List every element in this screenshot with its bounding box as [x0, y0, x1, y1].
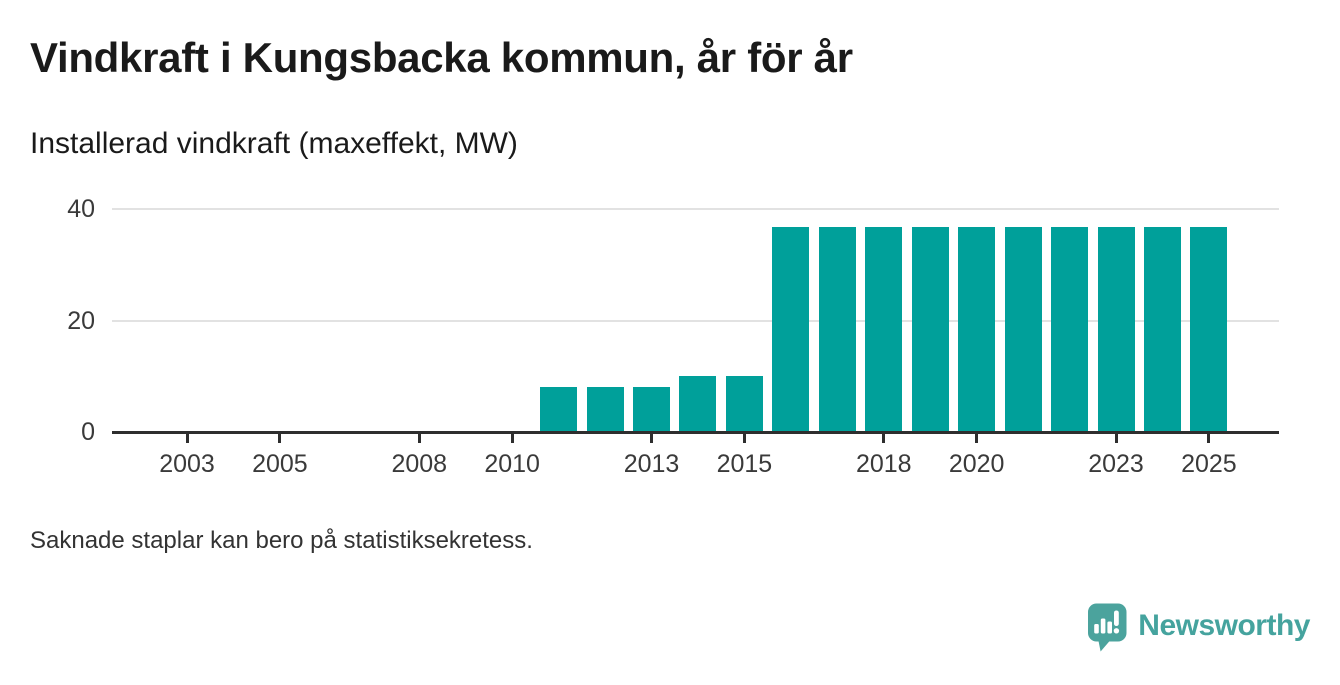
- chart-bar-2018: [865, 227, 903, 432]
- x-axis-tick: [1114, 434, 1118, 443]
- y-gridline-40: [112, 208, 1279, 210]
- x-axis-tick: [278, 434, 282, 443]
- brand-logo: Newsworthy: [1087, 603, 1310, 652]
- chart-bar-2022: [1051, 227, 1089, 432]
- x-axis-tick-label: 2025: [1181, 450, 1237, 478]
- x-axis-tick: [650, 434, 653, 443]
- x-axis-tick: [882, 434, 886, 443]
- y-axis-tick-label: 0: [81, 418, 95, 446]
- chart-bar-2025: [1190, 227, 1228, 432]
- x-axis-tick: [185, 434, 189, 443]
- newsworthy-speech-bubble-bar-chart-icon: [1088, 603, 1127, 652]
- chart-bar-2011: [540, 387, 578, 432]
- chart-bar-2023: [1097, 227, 1135, 432]
- chart-bar-2020: [958, 227, 996, 432]
- x-axis-tick-label: 2010: [484, 450, 540, 478]
- brand-name: Newsworthy: [1138, 609, 1310, 642]
- chart-subtitle: Installerad vindkraft (maxeffekt, MW): [30, 127, 518, 160]
- chart-bar-2017: [818, 227, 856, 432]
- x-axis-tick: [975, 434, 979, 443]
- chart-bar-2015: [725, 376, 763, 432]
- x-axis-tick-label: 2003: [159, 450, 215, 478]
- chart-bar-2012: [586, 387, 624, 432]
- x-axis-tick-label: 2018: [855, 450, 912, 478]
- x-axis-tick-label: 2005: [252, 450, 308, 478]
- x-axis-tick: [417, 434, 421, 443]
- x-axis-tick-label: 2008: [391, 450, 448, 478]
- chart-bar-2021: [1004, 227, 1042, 432]
- x-axis-tick-label: 2020: [948, 450, 1005, 478]
- x-axis-line: [112, 431, 1279, 434]
- x-axis-tick-label: 2023: [1088, 450, 1144, 478]
- x-axis-tick: [1207, 434, 1211, 443]
- x-axis-tick-label: 2015: [716, 450, 773, 478]
- x-axis-tick: [510, 434, 514, 443]
- x-axis-tick: [742, 434, 746, 443]
- y-gridline-20: [112, 319, 1279, 322]
- x-axis-tick-label: 2013: [623, 450, 680, 478]
- chart-bar-2024: [1143, 227, 1181, 432]
- chart-title: Vindkraft i Kungsbacka kommun, år för år: [30, 34, 853, 81]
- chart-bar-2014: [679, 376, 717, 432]
- y-axis-tick-label: 20: [67, 306, 95, 335]
- chart-bar-2019: [911, 227, 949, 432]
- y-axis-tick-label: 40: [67, 195, 95, 223]
- chart-bar-2016: [772, 227, 810, 432]
- chart-bar-2013: [633, 387, 670, 432]
- chart-footnote: Saknade staplar kan bero på statistiksek…: [30, 527, 533, 554]
